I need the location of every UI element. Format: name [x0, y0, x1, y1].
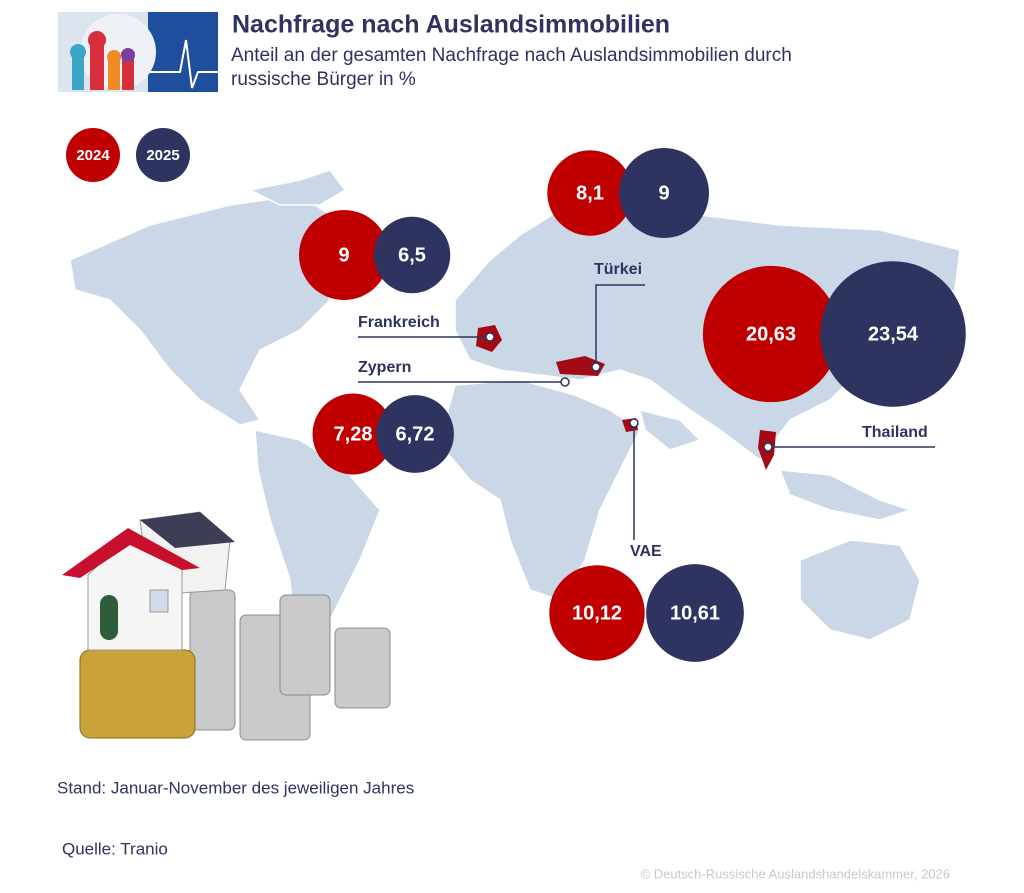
bubble [312, 393, 394, 475]
leader-dot [763, 442, 773, 452]
value-label: 6,72 [396, 423, 435, 445]
bubbles: 9 6,5 7,28 6,72 8,1 9 20,63 23,54 10,12 10,61 [299, 148, 966, 662]
header-logo [58, 12, 218, 92]
subtitle-box: Anteil an der gesamten Nachfrage nach Au… [231, 45, 792, 90]
country-label: Türkei [594, 261, 642, 278]
legend-label: 2025 [146, 147, 179, 164]
country-labels: Frankreich Zypern Türkei Thailand VAE [358, 261, 935, 560]
leader-dot [629, 418, 639, 428]
country-label: Zypern [358, 359, 411, 376]
bubble [646, 564, 744, 662]
bubble [547, 150, 633, 236]
houses-and-coins [62, 511, 391, 741]
country-label: Frankreich [358, 314, 440, 331]
value-label: 7,28 [334, 423, 373, 445]
bubble [376, 395, 454, 473]
leader-dot [560, 377, 570, 387]
bubble [549, 565, 645, 661]
value-label: 9 [658, 182, 669, 204]
value-label: 20,63 [746, 323, 796, 345]
world-map [69, 169, 961, 672]
bubble [702, 265, 840, 403]
legend-swatch [136, 128, 190, 182]
country-label: Thailand [862, 424, 928, 441]
leader-dot [485, 332, 495, 342]
legend-label: 2024 [76, 147, 110, 164]
legend-swatch [66, 128, 120, 182]
bubble [619, 148, 709, 238]
chart-title: Nachfrage nach Auslandsimmobilien [232, 11, 670, 39]
leader-line [595, 284, 645, 367]
source: Quelle: Tranio [62, 839, 168, 858]
value-label: 9 [338, 244, 349, 266]
note: Stand: Januar-November des jeweiligen Ja… [57, 778, 414, 797]
value-label: 6,5 [398, 244, 426, 266]
value-label: 10,12 [572, 602, 622, 624]
country-label: VAE [630, 543, 662, 560]
leader-dot [591, 362, 601, 372]
value-label: 23,54 [868, 323, 919, 345]
value-label: 8,1 [576, 182, 604, 204]
bubble [299, 210, 389, 300]
chart-subtitle: Anteil an der gesamten Nachfrage nach Au… [231, 45, 792, 90]
bubble [373, 216, 451, 294]
value-label: 10,61 [670, 602, 720, 624]
copyright: © Deutsch-Russische Auslandshandelskamme… [641, 866, 950, 881]
legend: 2024 2025 [66, 128, 190, 182]
bubble [820, 261, 966, 407]
